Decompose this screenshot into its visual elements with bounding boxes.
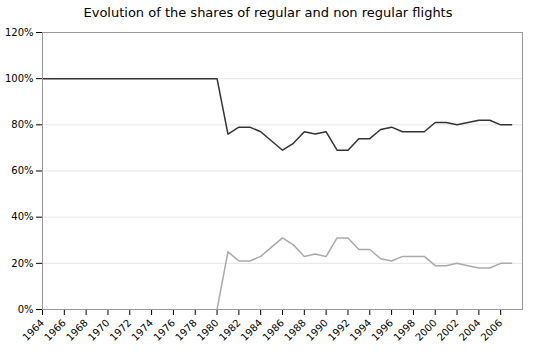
svg-text:1998: 1998 (391, 317, 417, 343)
html-text:Evolution of the shares of reg: Evolution of the shares of regular and n… (83, 5, 453, 20)
svg-text:1968: 1968 (64, 317, 90, 343)
svg-text:1994: 1994 (348, 317, 374, 343)
svg-text:1990: 1990 (304, 317, 330, 343)
svg-text:2000: 2000 (413, 317, 439, 343)
svg-text:1972: 1972 (108, 317, 134, 343)
svg-text:80%: 80% (11, 119, 33, 130)
svg-text:120%: 120% (5, 27, 34, 38)
svg-text:100%: 100% (5, 73, 34, 84)
svg-text:1986: 1986 (260, 317, 286, 343)
svg-text:60%: 60% (11, 165, 33, 176)
svg-text:2002: 2002 (435, 317, 461, 343)
svg-text:1976: 1976 (151, 317, 177, 343)
svg-text:2004: 2004 (457, 317, 483, 343)
svg-text:1988: 1988 (282, 317, 308, 343)
svg-text:1964: 1964 (20, 317, 46, 343)
svg-text:1980: 1980 (195, 317, 221, 343)
svg-text:1974: 1974 (129, 317, 155, 343)
svg-text:1982: 1982 (217, 317, 243, 343)
svg-text:1966: 1966 (42, 317, 68, 343)
svg-text:1984: 1984 (239, 317, 265, 343)
svg-text:1970: 1970 (86, 317, 112, 343)
svg-text:0%: 0% (18, 304, 34, 315)
svg-text:1992: 1992 (326, 317, 352, 343)
svg-text:2006: 2006 (479, 317, 505, 343)
svg-text:20%: 20% (11, 258, 33, 269)
svg-text:1978: 1978 (173, 317, 199, 343)
svg-text:1996: 1996 (369, 317, 395, 343)
svg-text:40%: 40% (11, 211, 33, 222)
